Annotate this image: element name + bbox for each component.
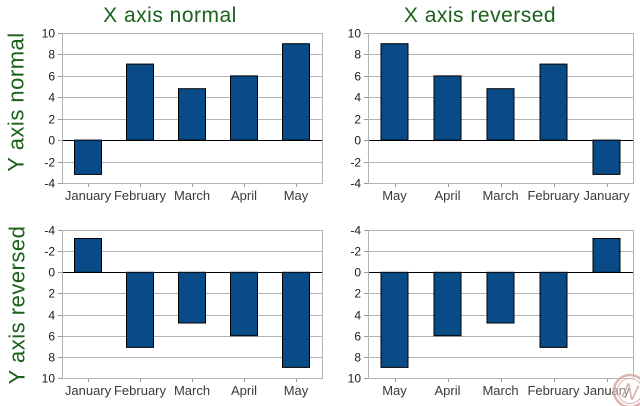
x-category-label: April bbox=[231, 188, 257, 203]
watermark-logo: N bbox=[612, 373, 640, 406]
plot-border bbox=[62, 33, 323, 184]
bar-february bbox=[126, 63, 154, 141]
y-tick-label: 10 bbox=[348, 372, 362, 386]
y-tick-label: -2 bbox=[350, 156, 361, 170]
x-category-label: February bbox=[527, 383, 580, 398]
y-tick-label: -4 bbox=[44, 224, 55, 238]
chart-x-normal-y-normal: -4 -2 0 2 4 6 8 10 January February March April May bbox=[42, 27, 323, 203]
y-tick-label: 2 bbox=[48, 287, 55, 301]
x-category-label: May bbox=[382, 383, 407, 398]
y-tick-label: 10 bbox=[42, 27, 56, 41]
y-tick-label: 6 bbox=[48, 330, 55, 344]
y-tick-label: 6 bbox=[354, 330, 361, 344]
x-category-label: March bbox=[174, 383, 210, 398]
y-tick-label: 4 bbox=[48, 309, 55, 323]
bar-february bbox=[126, 271, 154, 348]
y-tick-label: 0 bbox=[48, 266, 55, 280]
x-category-label: January bbox=[65, 383, 112, 398]
x-category-label: January bbox=[65, 188, 112, 203]
y-tick-label: 4 bbox=[48, 91, 55, 105]
x-category-label: May bbox=[284, 188, 309, 203]
y-tick-label: -4 bbox=[44, 177, 55, 191]
plot-border bbox=[368, 230, 634, 379]
bar-may bbox=[282, 271, 310, 368]
x-category-label: April bbox=[434, 383, 460, 398]
y-tick-label: -2 bbox=[44, 156, 55, 170]
x-category-label: April bbox=[434, 188, 460, 203]
watermark-inner-ring bbox=[617, 378, 640, 404]
bar-may bbox=[380, 271, 409, 368]
bar-february bbox=[539, 271, 568, 348]
watermark-letter: N bbox=[619, 377, 640, 405]
x-category-label: May bbox=[382, 188, 407, 203]
y-tick-label: 8 bbox=[354, 351, 361, 365]
bar-march bbox=[178, 88, 206, 141]
y-tick-label: 2 bbox=[354, 113, 361, 127]
y-tick-label: -2 bbox=[350, 245, 361, 259]
y-tick-label: 6 bbox=[354, 70, 361, 84]
y-tick-label: 0 bbox=[354, 266, 361, 280]
y-tick-label: 2 bbox=[354, 287, 361, 301]
bar-april bbox=[433, 75, 462, 141]
chart-x-reversed-y-normal: -4 -2 0 2 4 6 8 10 May April March February January bbox=[348, 27, 634, 203]
bar-april bbox=[230, 75, 258, 141]
bar-february bbox=[539, 63, 568, 141]
y-tick-label: 0 bbox=[354, 134, 361, 148]
bar-march bbox=[486, 271, 515, 324]
x-category-label: January bbox=[583, 188, 630, 203]
y-tick-label: -4 bbox=[350, 177, 361, 191]
y-tick-label: 2 bbox=[48, 113, 55, 127]
y-tick-label: -4 bbox=[350, 224, 361, 238]
x-category-label: March bbox=[482, 383, 518, 398]
y-tick-label: -2 bbox=[44, 245, 55, 259]
bar-may bbox=[380, 43, 409, 141]
bar-april bbox=[433, 271, 462, 337]
y-tick-label: 10 bbox=[348, 27, 362, 41]
plot-border bbox=[368, 33, 634, 184]
y-tick-label: 6 bbox=[48, 70, 55, 84]
y-tick-label: 4 bbox=[354, 309, 361, 323]
bar-january bbox=[592, 139, 621, 175]
bar-january bbox=[74, 139, 102, 175]
x-category-label: May bbox=[284, 383, 309, 398]
x-category-label: March bbox=[174, 188, 210, 203]
bar-april bbox=[230, 271, 258, 337]
x-category-label: March bbox=[482, 188, 518, 203]
y-tick-label: 8 bbox=[354, 48, 361, 62]
bar-may bbox=[282, 43, 310, 141]
x-category-label: February bbox=[527, 188, 580, 203]
bar-january bbox=[74, 238, 102, 273]
bar-march bbox=[178, 271, 206, 324]
x-category-label: February bbox=[114, 383, 167, 398]
y-tick-label: 0 bbox=[48, 134, 55, 148]
column-title-x-reversed: X axis reversed bbox=[403, 4, 557, 27]
x-category-label: April bbox=[231, 383, 257, 398]
bar-january bbox=[592, 238, 621, 273]
bar-march bbox=[486, 88, 515, 141]
y-tick-label: 8 bbox=[48, 48, 55, 62]
y-tick-label: 10 bbox=[42, 372, 56, 386]
plot-border bbox=[62, 230, 323, 379]
column-title-x-normal: X axis normal bbox=[103, 4, 237, 27]
x-category-label: February bbox=[114, 188, 167, 203]
y-tick-label: 8 bbox=[48, 351, 55, 365]
y-tick-label: 4 bbox=[354, 91, 361, 105]
chart-x-normal-y-reversed: -4 -2 0 2 4 6 8 10 January February March April May bbox=[42, 224, 323, 398]
